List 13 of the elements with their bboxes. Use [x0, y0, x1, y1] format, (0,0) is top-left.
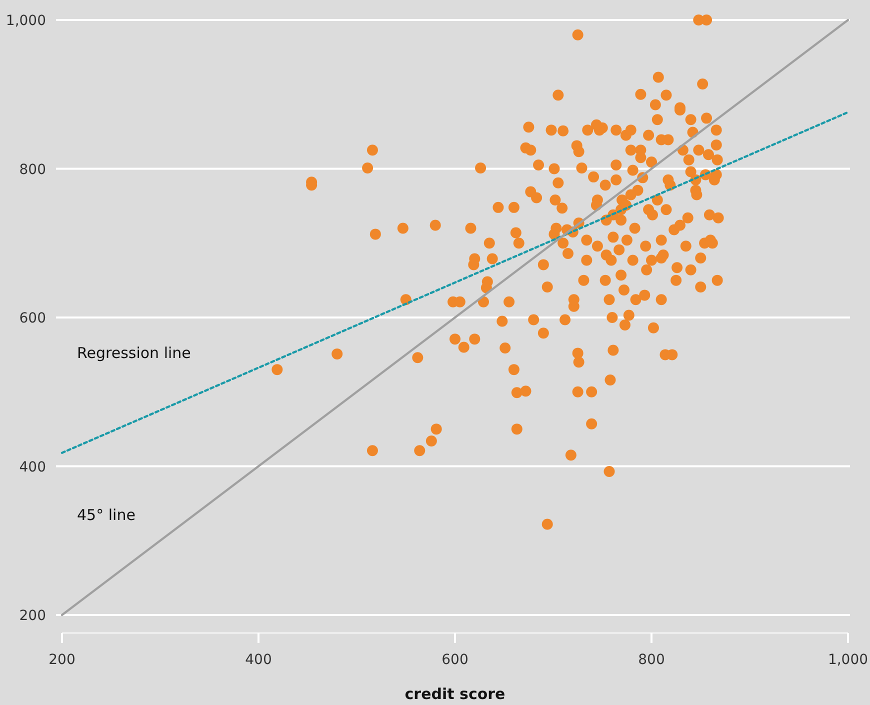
y-tick-label: 400	[19, 459, 46, 476]
x-tick-label: 1,000	[828, 652, 868, 668]
y-tick-label: 200	[19, 608, 46, 624]
text: Regression line	[77, 344, 191, 362]
x-tick-label: 400	[245, 652, 272, 668]
x-tick-label: 200	[48, 652, 76, 668]
x-axis-title: credit score	[404, 685, 506, 703]
x-tick-label: 600	[442, 652, 468, 668]
y-tick-label: 800	[19, 162, 46, 178]
x-tick-label: 800	[638, 652, 665, 668]
y-tick-label: 1,000	[6, 13, 46, 29]
series-label: 45° line	[77, 506, 136, 524]
y-tick-label: 600	[19, 310, 46, 326]
